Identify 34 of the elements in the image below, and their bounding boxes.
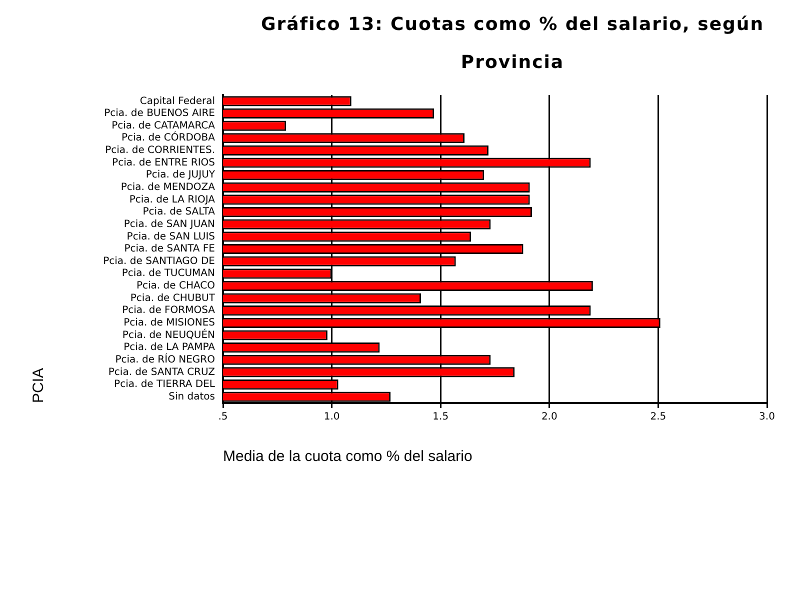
y-tick-label: Sin datos (168, 391, 215, 402)
y-tick-label: Pcia. de SANTA FE (124, 244, 215, 255)
y-tick-label: Pcia. de TIERRA DEL (114, 379, 216, 390)
y-tick-label: Pcia. de ENTRE RIOS (112, 157, 215, 168)
y-tick-label: Pcia. de RÍO NEGRO (115, 352, 216, 366)
y-tick-label: Pcia. de BUENOS AIRE (104, 108, 215, 120)
y-tick-label: Pcia. de CHACO (136, 280, 216, 292)
y-tick-label: Pcia. de JUJUY (146, 170, 216, 181)
y-tick-label: Pcia. de FORMOSA (122, 305, 216, 316)
y-tick-label: Pcia. de CÓRDOBA (121, 130, 216, 144)
y-tick-label: Capital Federal (140, 96, 215, 107)
y-tick-label: Pcia. de LA PAMPA (124, 342, 216, 354)
x-tick-label: 1.5 (432, 412, 449, 423)
y-axis-title: PCIA (30, 368, 48, 403)
y-tick-label: Pcia. de SANTA CRUZ (108, 366, 216, 378)
y-tick-label: Pcia. de SALTA (142, 206, 216, 218)
x-tick-label: .5 (218, 412, 228, 423)
y-tick-label: Pcia. de SAN LUIS (126, 231, 215, 242)
y-tick-label: Pcia. de SAN JUAN (124, 218, 215, 230)
x-tick-label: 1.0 (324, 412, 340, 423)
x-tick-label: 3.0 (759, 412, 775, 423)
y-tick-label: Pcia. de NEUQUÉN (122, 328, 215, 341)
y-tick-label: Pcia. de TUCUMAN (122, 268, 215, 280)
y-tick-label: Pcia. de CHUBUT (130, 292, 216, 304)
y-tick-label: Pcia. de CATAMARCA (112, 120, 216, 132)
y-tick-label: Pcia. de SANTIAGO DE (103, 256, 215, 267)
chart-title: Gráfico 13: Cuotas como % del salario, según Provincia (260, 13, 766, 75)
y-tick-label: Pcia. de LA RIOJA (129, 194, 216, 206)
y-tick-label: Pcia. de CORRIENTES. (105, 145, 215, 156)
x-tick-label: 2.5 (650, 412, 666, 423)
y-tick-label: Pcia. de MENDOZA (120, 182, 216, 193)
x-tick-label: 2.0 (541, 412, 558, 423)
x-axis-title: Media de la cuota como % del salario (223, 448, 472, 466)
y-tick-label: Pcia. de MISIONES (124, 318, 215, 329)
